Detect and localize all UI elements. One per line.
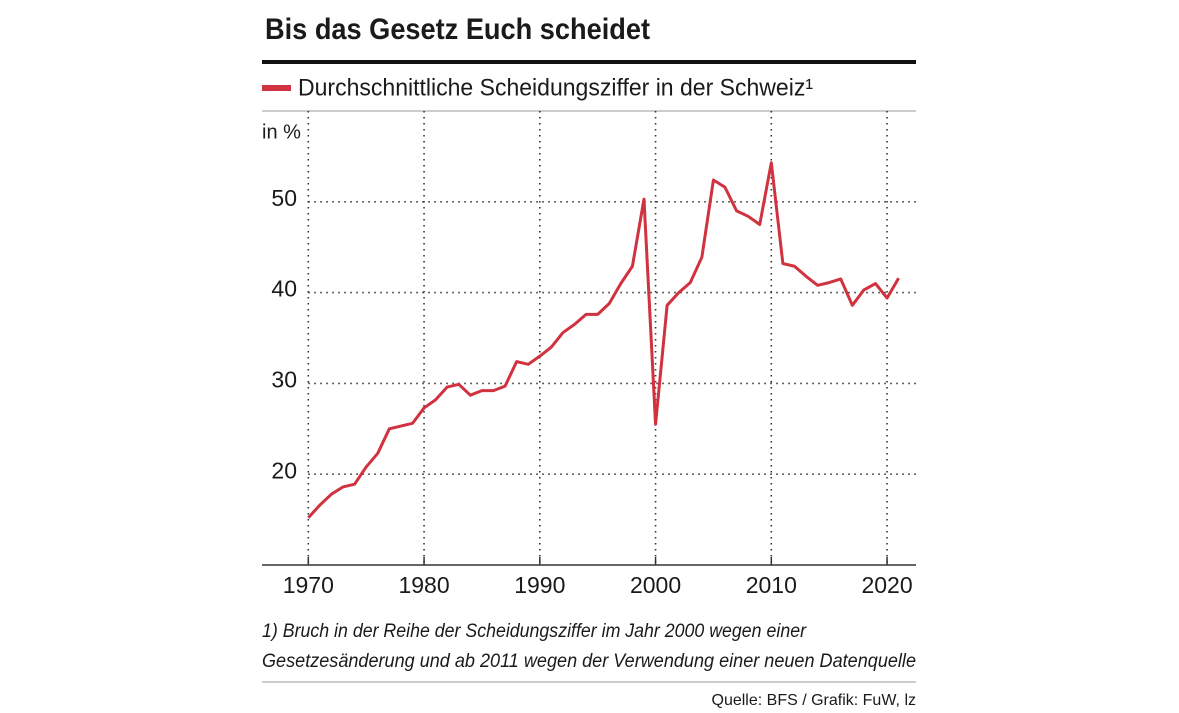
x-tick-label: 2010 (746, 572, 797, 598)
y-tick-label: 50 (271, 185, 297, 211)
footnote: Gesetzesänderung und ab 2011 wegen der V… (262, 651, 916, 672)
legend-label: Durchschnittliche Scheidungsziffer in de… (298, 74, 813, 101)
x-tick-label: 2000 (630, 572, 681, 598)
chart-title: Bis das Gesetz Euch scheidet (265, 13, 650, 46)
y-tick-label: 30 (271, 366, 297, 392)
x-tick-label: 2020 (861, 572, 912, 598)
y-axis-label: in % (262, 121, 301, 143)
x-tick-label: 1980 (398, 572, 449, 598)
data-line (307, 161, 900, 519)
x-tick-label: 1970 (283, 572, 334, 598)
x-tick-label: 1990 (514, 572, 565, 598)
y-tick-label: 20 (271, 457, 297, 483)
footnote: 1) Bruch in der Reihe der Scheidungsziff… (262, 621, 807, 642)
y-tick-label: 40 (271, 276, 297, 302)
source: Quelle: BFS / Grafik: FuW, lz (712, 692, 917, 709)
